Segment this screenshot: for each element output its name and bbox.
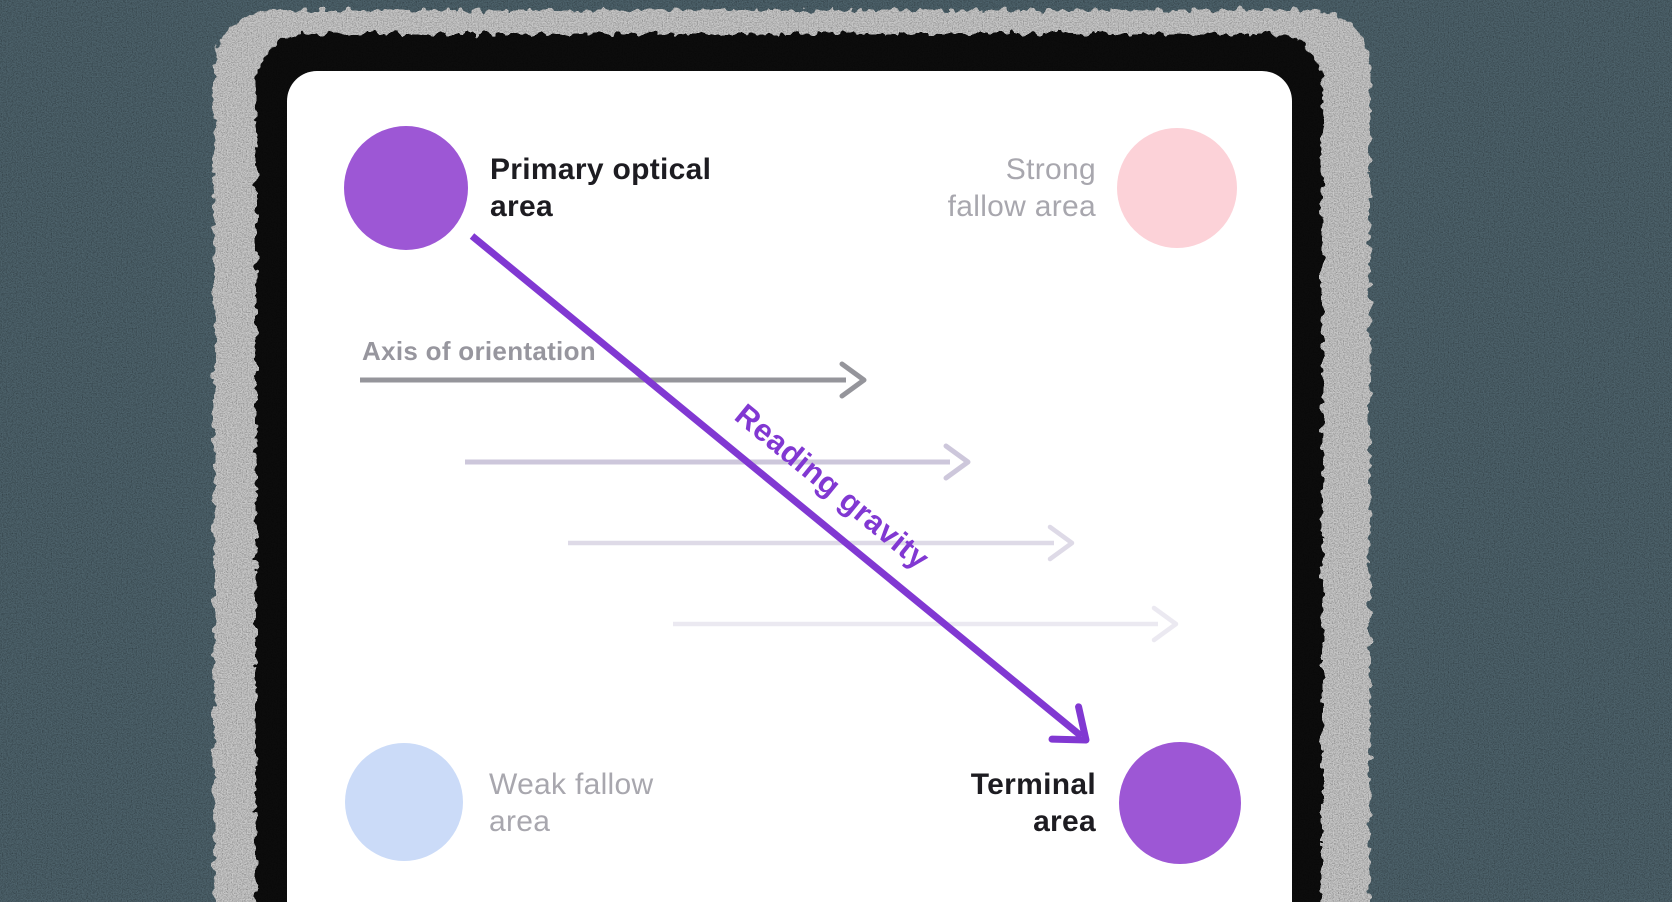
strong-fallow-area-label-line2: fallow area xyxy=(947,190,1096,223)
strong-fallow-area-label-line1: Strong xyxy=(1005,153,1096,186)
primary-optical-area-circle xyxy=(344,126,468,250)
terminal-area-label-line2: area xyxy=(1033,805,1096,838)
strong-fallow-area-circle xyxy=(1117,128,1237,248)
weak-fallow-area-circle xyxy=(345,743,463,861)
axis-of-orientation-label: Axis of orientation xyxy=(362,336,596,366)
terminal-area-circle xyxy=(1119,742,1241,864)
primary-optical-area-label: Primary optical area xyxy=(490,151,711,225)
weak-fallow-area-label: Weak fallow area xyxy=(489,766,653,840)
weak-fallow-area-label-line2: area xyxy=(489,805,551,838)
terminal-area-label-line1: Terminal xyxy=(970,768,1096,801)
terminal-area-label: Terminal area xyxy=(971,766,1096,840)
primary-optical-area-label-line2: area xyxy=(490,190,553,223)
primary-optical-area-label-line1: Primary optical xyxy=(490,153,712,186)
weak-fallow-area-label-line1: Weak fallow xyxy=(489,768,654,801)
strong-fallow-area-label: Strong fallow area xyxy=(948,151,1096,225)
